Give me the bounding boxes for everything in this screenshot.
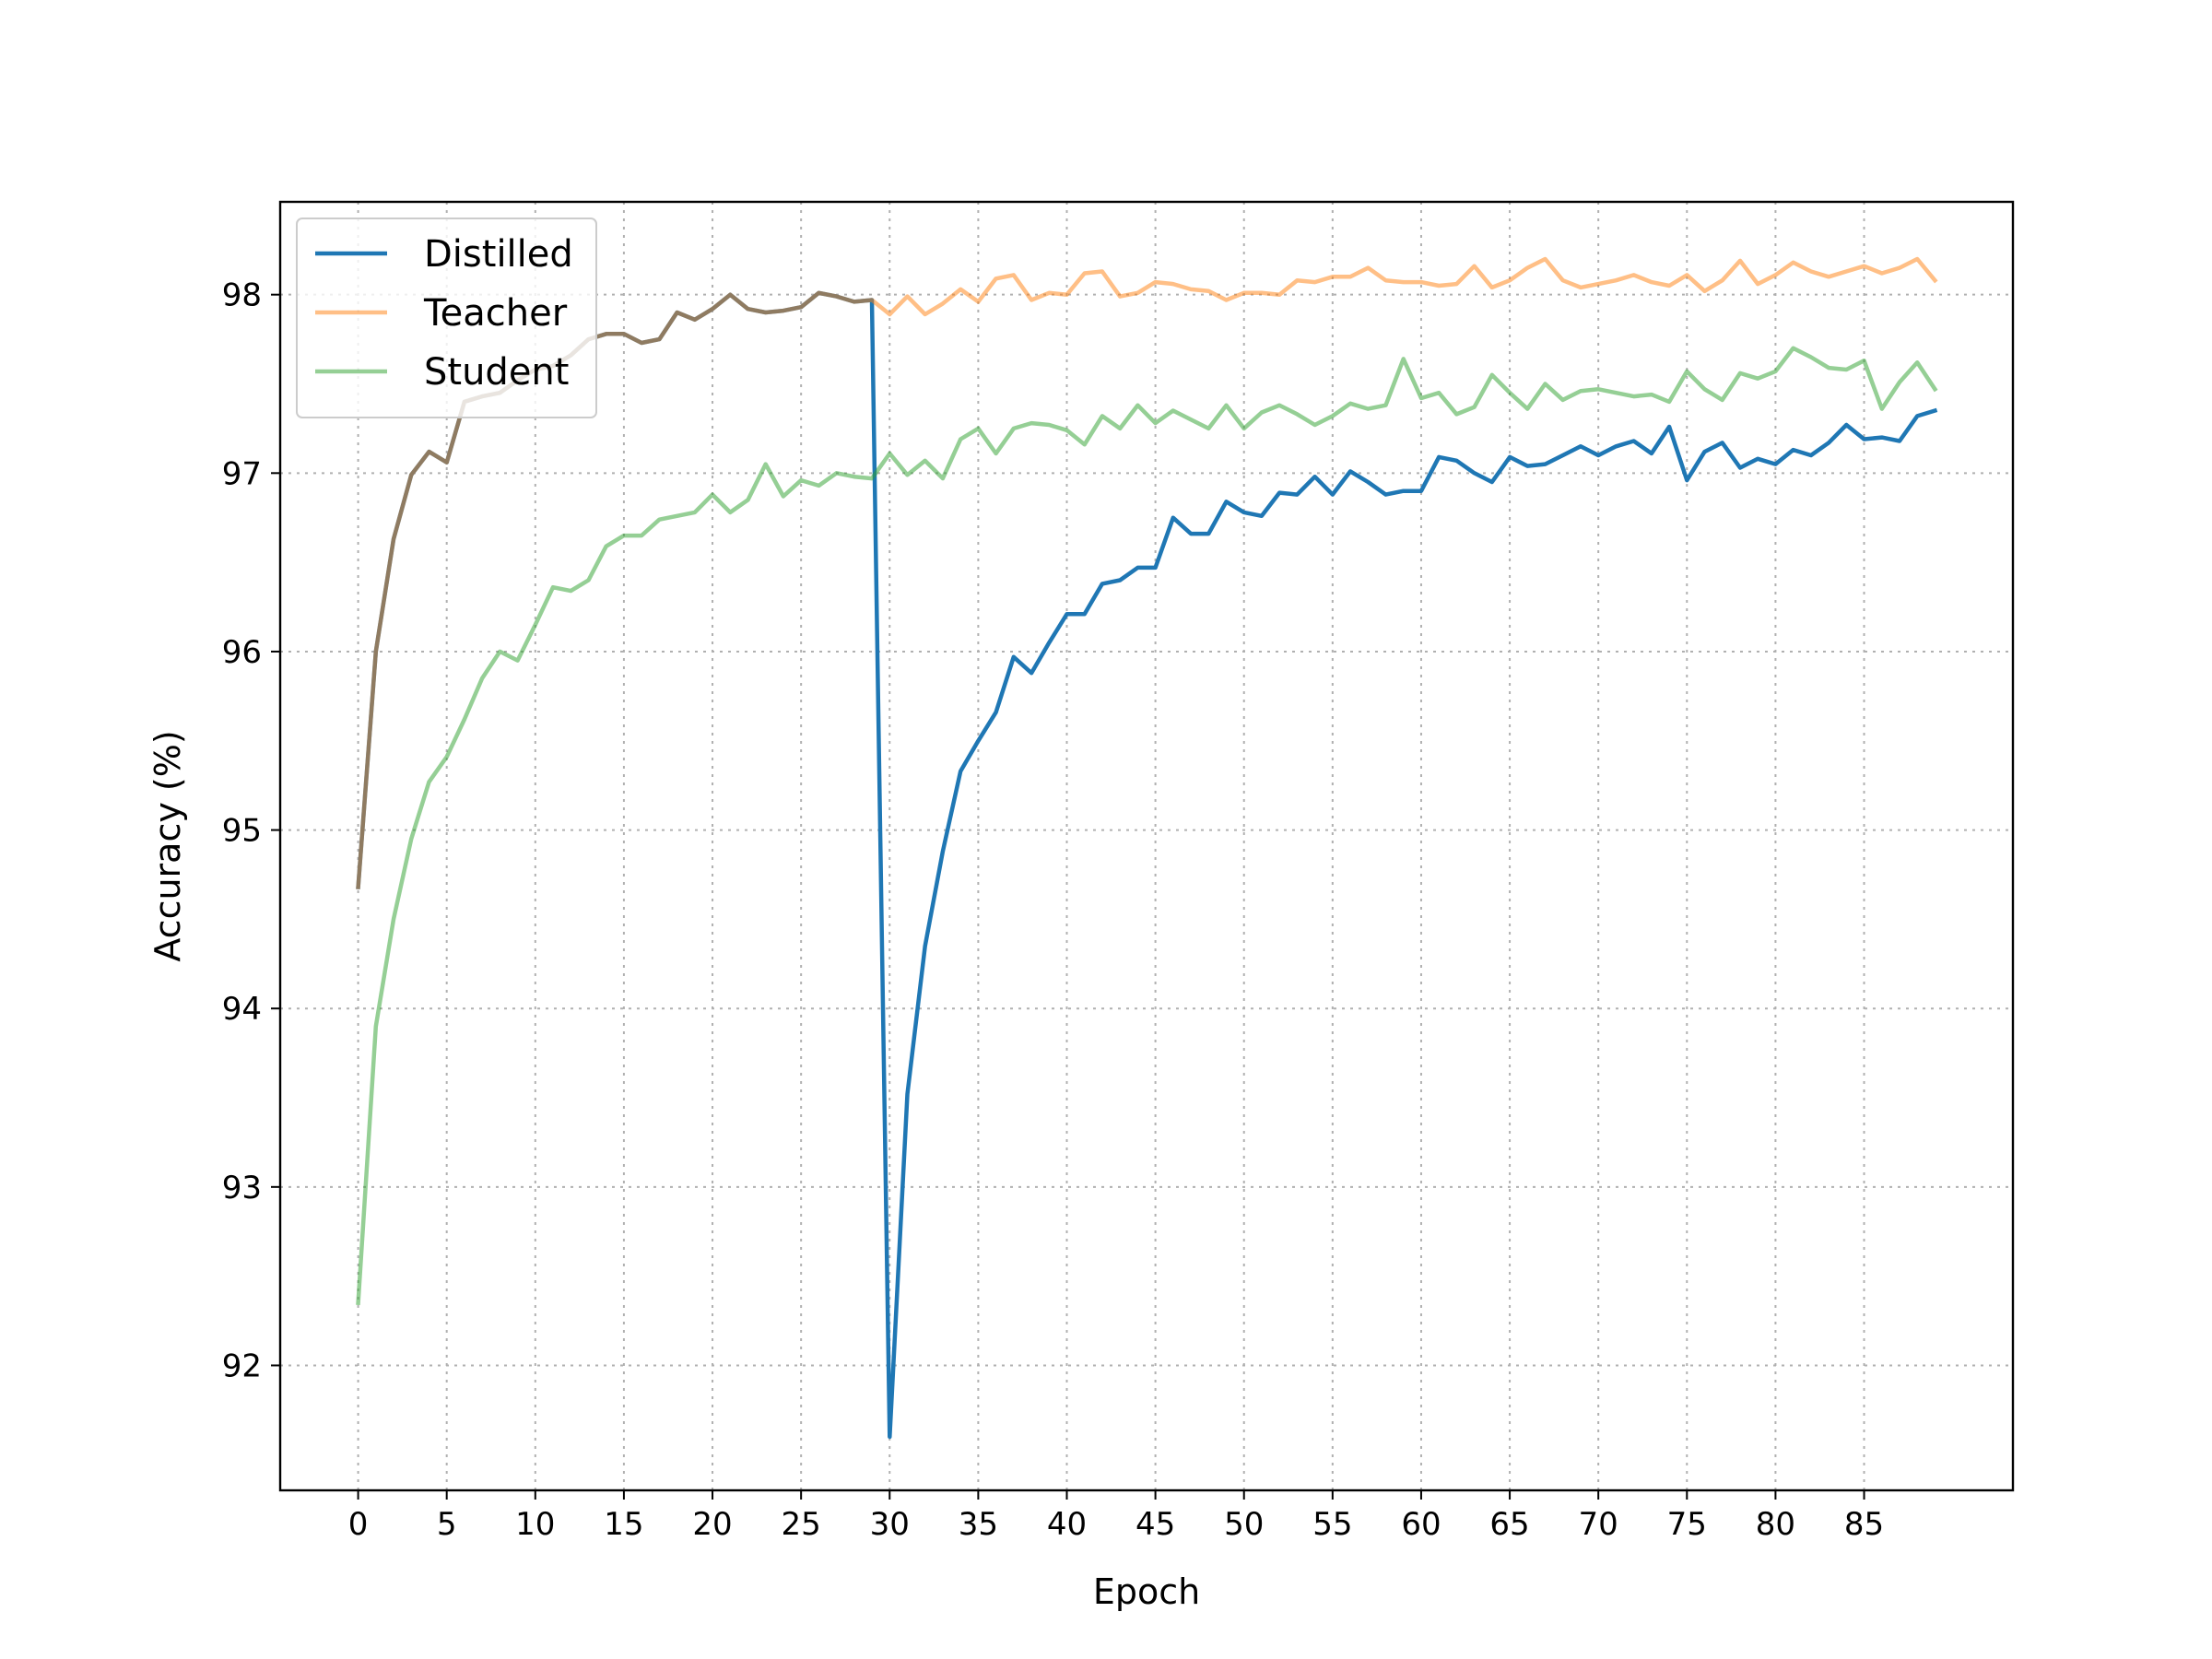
x-tick-label: 20: [692, 1506, 732, 1543]
series-lines: [356, 256, 1938, 1440]
plot-area-frame: [278, 200, 2015, 1492]
y-tick-label: 92: [222, 1347, 262, 1384]
x-tick-label: 55: [1312, 1506, 1352, 1543]
grid: [280, 202, 2013, 1490]
x-tick-label: 60: [1401, 1506, 1441, 1543]
x-tick-label: 45: [1135, 1506, 1175, 1543]
x-tick-label: 70: [1579, 1506, 1618, 1543]
y-tick-label: 96: [222, 634, 262, 671]
x-axis-label: Epoch: [1093, 1571, 1200, 1612]
x-tick-label: 35: [959, 1506, 998, 1543]
x-tick-label: 80: [1756, 1506, 1795, 1543]
y-tick-label: 94: [222, 991, 262, 1028]
x-tick-label: 15: [604, 1506, 643, 1543]
series-line-distilled: [356, 290, 1938, 1440]
x-tick-label: 40: [1047, 1506, 1087, 1543]
y-tick-label: 98: [222, 277, 262, 314]
x-tick-label: 5: [437, 1506, 457, 1543]
legend-label-teacher: Teacher: [423, 292, 568, 335]
series-line-student: [356, 346, 1938, 1306]
y-tick-label: 93: [222, 1170, 262, 1206]
legend-label-distilled: Distilled: [424, 233, 573, 276]
axis-ticks: 0 5 10 15 20 25 30 35 40 45 50 55 60 65 70 75 80 85 92 93 94…: [222, 277, 1884, 1543]
y-tick-label: 95: [222, 813, 262, 850]
x-tick-label: 0: [348, 1506, 369, 1543]
legend-box: [296, 218, 597, 418]
x-tick-label: 75: [1667, 1506, 1707, 1543]
x-tick-label: 25: [782, 1506, 821, 1543]
legend: Distilled Teacher Student: [296, 218, 597, 418]
x-tick-label: 10: [515, 1506, 555, 1543]
x-tick-label: 85: [1844, 1506, 1884, 1543]
x-tick-label: 30: [870, 1506, 910, 1543]
y-tick-label: 97: [222, 455, 262, 492]
series-line-teacher: [356, 256, 1938, 889]
x-tick-label: 50: [1224, 1506, 1264, 1543]
y-axis-label: Accuracy (%): [147, 730, 188, 961]
x-tick-label: 65: [1489, 1506, 1529, 1543]
legend-label-student: Student: [424, 351, 569, 394]
